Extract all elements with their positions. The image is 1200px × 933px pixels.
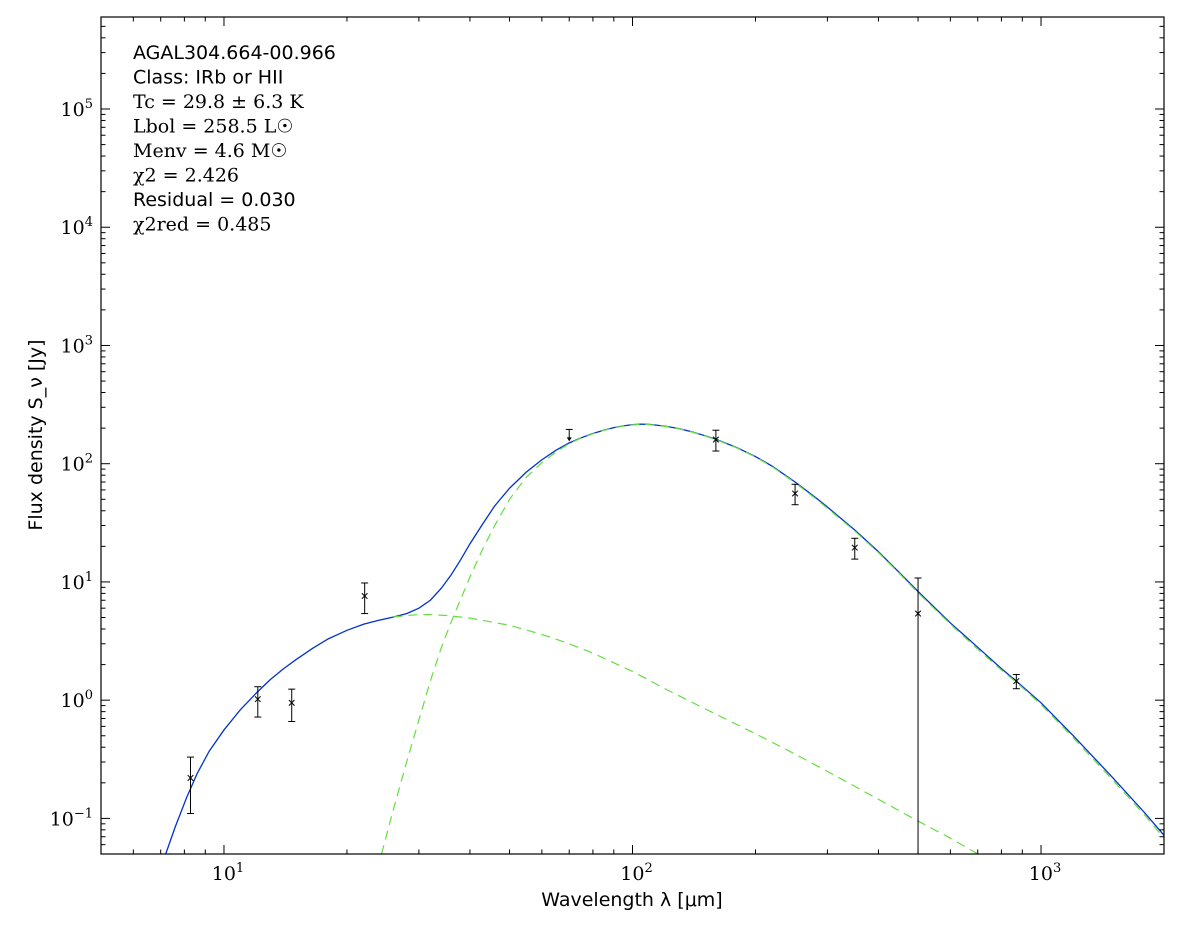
- data-point: [254, 686, 262, 718]
- x-marker: [712, 436, 720, 443]
- data-point: [712, 429, 720, 452]
- annotation-line: Tc = 29.8 ± 6.3 K: [133, 91, 304, 113]
- x-marker: [254, 696, 261, 703]
- y-axis-label: Flux density S_ν [Jy]: [25, 339, 47, 530]
- ticks-layer: [100, 16, 1165, 855]
- model-component-dashed-line: [380, 423, 1164, 854]
- annotation-line: Menv = 4.6 M☉: [133, 140, 287, 162]
- data-point: [791, 483, 799, 506]
- data-point: [914, 577, 922, 854]
- upper-limit-point: [565, 428, 573, 442]
- tick-labels-layer: 101 102 103 10−1 100 101 102 103 104 105: [50, 97, 1062, 885]
- annotation-line: χ2red = 0.485: [133, 214, 271, 236]
- annotation-line: χ2 = 2.426: [133, 165, 239, 187]
- data-point: [288, 688, 296, 723]
- model-component-dashed-line: [393, 613, 979, 854]
- y-tick-label: 102: [61, 452, 93, 476]
- data-point: [186, 756, 194, 815]
- x-marker: [288, 699, 295, 706]
- x-marker: [361, 592, 368, 600]
- total-model-line: [165, 423, 1164, 854]
- y-tick-label: 10−1: [50, 806, 93, 830]
- upper-limit-arrow: [566, 437, 572, 442]
- x-marker: [187, 774, 194, 782]
- annotation-line: Class: IRb or HII: [133, 67, 283, 89]
- y-tick-label: 104: [61, 215, 93, 239]
- annotation-line: Residual = 0.030: [133, 189, 296, 211]
- x-marker: [851, 544, 858, 551]
- data-point: [1012, 673, 1020, 690]
- x-tick-label: 102: [620, 861, 652, 885]
- x-marker: [914, 610, 922, 617]
- annotation-line: Lbol = 258.5 L☉: [133, 116, 293, 138]
- y-tick-label: 105: [61, 97, 93, 121]
- data-point: [851, 537, 859, 560]
- data-point: [361, 582, 369, 615]
- y-tick-label: 103: [61, 333, 93, 357]
- x-marker: [791, 490, 799, 497]
- x-marker: [1013, 677, 1020, 685]
- x-tick-label: 103: [1029, 861, 1061, 885]
- annotation-line: AGAL304.664-00.966: [133, 42, 336, 64]
- y-tick-label: 100: [61, 688, 93, 712]
- points-layer: [186, 428, 1020, 854]
- y-tick-label: 101: [61, 570, 93, 594]
- x-axis-label: Wavelength λ [μm]: [541, 889, 722, 911]
- series-layer: [165, 423, 1164, 854]
- x-tick-label: 101: [212, 861, 244, 885]
